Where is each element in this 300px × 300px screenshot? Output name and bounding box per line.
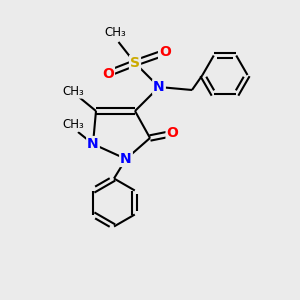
Text: CH₃: CH₃	[63, 85, 84, 98]
Text: O: O	[167, 127, 178, 140]
Text: O: O	[159, 46, 171, 59]
Text: CH₃: CH₃	[63, 118, 84, 131]
Text: O: O	[102, 67, 114, 80]
Text: N: N	[153, 80, 165, 94]
Text: N: N	[87, 137, 99, 151]
Text: CH₃: CH₃	[105, 26, 126, 40]
Text: N: N	[120, 152, 132, 166]
Text: S: S	[130, 56, 140, 70]
